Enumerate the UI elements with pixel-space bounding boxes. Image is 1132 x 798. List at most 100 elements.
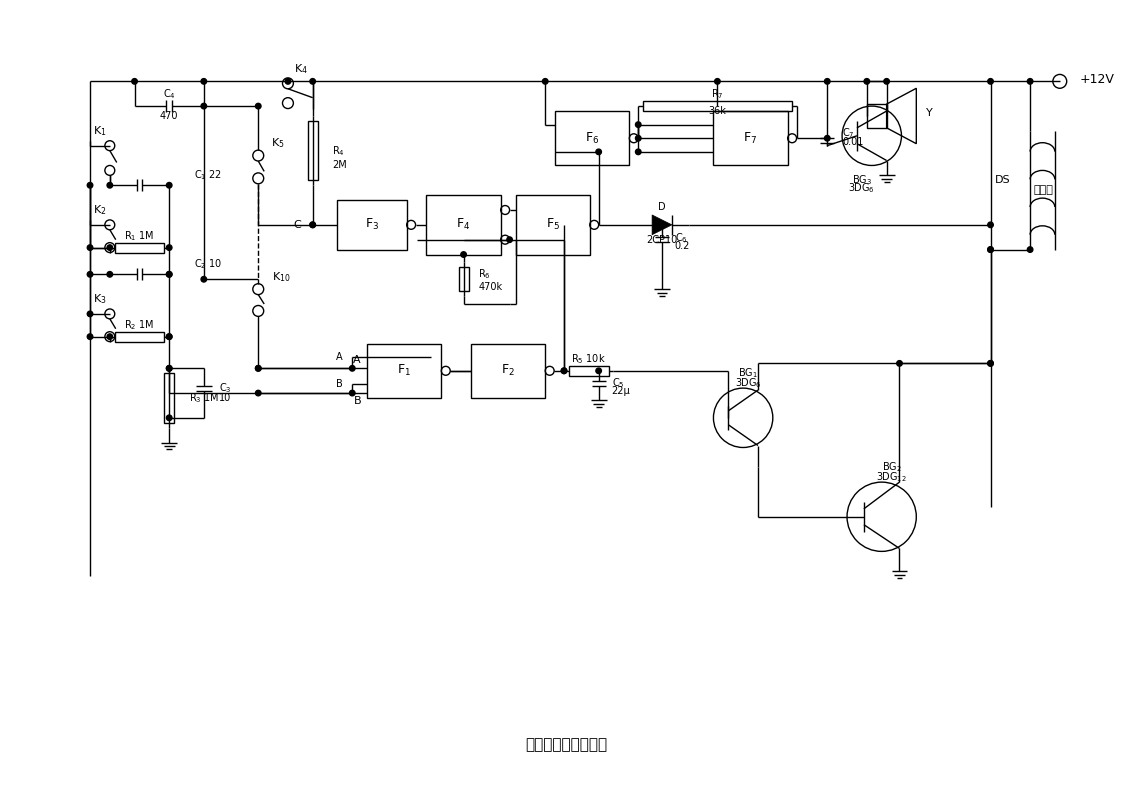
- Circle shape: [87, 245, 93, 251]
- Text: K$_4$: K$_4$: [294, 62, 308, 77]
- Circle shape: [166, 415, 172, 421]
- Text: R$_5$ 10k: R$_5$ 10k: [572, 352, 606, 365]
- Circle shape: [166, 271, 172, 277]
- Bar: [555, 111, 629, 165]
- Text: K$_2$: K$_2$: [93, 203, 106, 217]
- Circle shape: [87, 311, 93, 317]
- Circle shape: [256, 365, 261, 371]
- Bar: [569, 365, 609, 376]
- Text: F$_6$: F$_6$: [585, 131, 599, 146]
- Circle shape: [988, 247, 993, 252]
- Circle shape: [108, 271, 112, 277]
- Text: 0.01: 0.01: [842, 136, 864, 147]
- Circle shape: [256, 103, 261, 109]
- Circle shape: [310, 222, 316, 227]
- Text: C$_3$: C$_3$: [218, 381, 231, 395]
- Circle shape: [659, 222, 664, 227]
- Text: F$_2$: F$_2$: [501, 363, 515, 378]
- Text: K$_5$: K$_5$: [272, 136, 285, 149]
- Bar: [308, 121, 318, 180]
- Text: K$_{10}$: K$_{10}$: [272, 271, 291, 284]
- Text: 电磁锁: 电磁锁: [1034, 185, 1053, 196]
- Circle shape: [166, 334, 172, 339]
- Polygon shape: [652, 215, 672, 235]
- Circle shape: [884, 78, 890, 84]
- Text: A: A: [353, 355, 361, 365]
- Circle shape: [201, 103, 207, 109]
- Circle shape: [350, 390, 355, 396]
- Text: D: D: [658, 202, 666, 212]
- Text: K$_1$: K$_1$: [93, 124, 106, 138]
- Bar: [713, 111, 788, 165]
- Text: BG$_1$: BG$_1$: [738, 366, 758, 380]
- Text: C$_5$: C$_5$: [611, 376, 624, 389]
- Text: R$_7$: R$_7$: [711, 87, 723, 101]
- Text: C: C: [293, 219, 301, 230]
- Text: B: B: [335, 379, 342, 389]
- Bar: [337, 200, 406, 250]
- Text: F$_4$: F$_4$: [456, 217, 471, 232]
- Bar: [114, 332, 164, 342]
- Circle shape: [635, 136, 641, 141]
- Text: BG$_3$: BG$_3$: [851, 173, 872, 188]
- Circle shape: [988, 361, 993, 366]
- Circle shape: [824, 78, 830, 84]
- Circle shape: [108, 183, 112, 188]
- Bar: [114, 243, 164, 252]
- Bar: [164, 373, 174, 423]
- Text: R$_3$ 1M: R$_3$ 1M: [189, 391, 220, 405]
- Text: R$_1$ 1M: R$_1$ 1M: [125, 229, 155, 243]
- Circle shape: [166, 183, 172, 188]
- Bar: [643, 101, 791, 111]
- Circle shape: [864, 78, 869, 84]
- Bar: [471, 344, 546, 398]
- Text: R$_4$: R$_4$: [333, 144, 345, 157]
- Bar: [515, 196, 590, 255]
- Text: A: A: [336, 352, 342, 362]
- Circle shape: [350, 365, 355, 371]
- Text: 470k: 470k: [479, 282, 503, 292]
- Circle shape: [256, 365, 261, 371]
- Text: 22μ: 22μ: [611, 385, 631, 396]
- Circle shape: [988, 247, 993, 252]
- Text: 470: 470: [160, 111, 179, 121]
- Circle shape: [595, 149, 601, 155]
- Circle shape: [561, 368, 567, 373]
- Text: C$_6$: C$_6$: [675, 231, 687, 245]
- Circle shape: [201, 78, 207, 84]
- Text: F$_7$: F$_7$: [744, 131, 757, 146]
- Text: 3DG$_6$: 3DG$_6$: [849, 181, 875, 196]
- Circle shape: [824, 136, 830, 141]
- Bar: [427, 196, 500, 255]
- Circle shape: [310, 78, 316, 84]
- Text: 2M: 2M: [333, 160, 348, 171]
- Circle shape: [166, 334, 172, 339]
- Circle shape: [542, 78, 548, 84]
- Text: F$_3$: F$_3$: [365, 217, 379, 232]
- Text: BG$_2$: BG$_2$: [882, 460, 901, 474]
- Circle shape: [166, 365, 172, 371]
- Text: 3DG$_6$: 3DG$_6$: [735, 377, 762, 390]
- Text: C$_4$: C$_4$: [163, 87, 175, 101]
- Text: R$_6$: R$_6$: [479, 267, 491, 281]
- Circle shape: [988, 222, 993, 227]
- Circle shape: [131, 78, 137, 84]
- Circle shape: [87, 183, 93, 188]
- Circle shape: [635, 149, 641, 155]
- Text: 10: 10: [218, 393, 231, 403]
- Circle shape: [561, 368, 567, 373]
- Text: C$_2$ 10: C$_2$ 10: [194, 258, 222, 271]
- Bar: [867, 104, 886, 128]
- Bar: [458, 267, 469, 291]
- Text: +12V: +12V: [1080, 73, 1115, 86]
- Bar: [367, 344, 441, 398]
- Text: F$_5$: F$_5$: [546, 217, 559, 232]
- Circle shape: [714, 78, 720, 84]
- Text: F$_1$: F$_1$: [397, 363, 411, 378]
- Circle shape: [166, 245, 172, 251]
- Circle shape: [635, 122, 641, 128]
- Circle shape: [461, 251, 466, 257]
- Circle shape: [897, 361, 902, 366]
- Text: 36k: 36k: [709, 106, 727, 116]
- Circle shape: [988, 78, 993, 84]
